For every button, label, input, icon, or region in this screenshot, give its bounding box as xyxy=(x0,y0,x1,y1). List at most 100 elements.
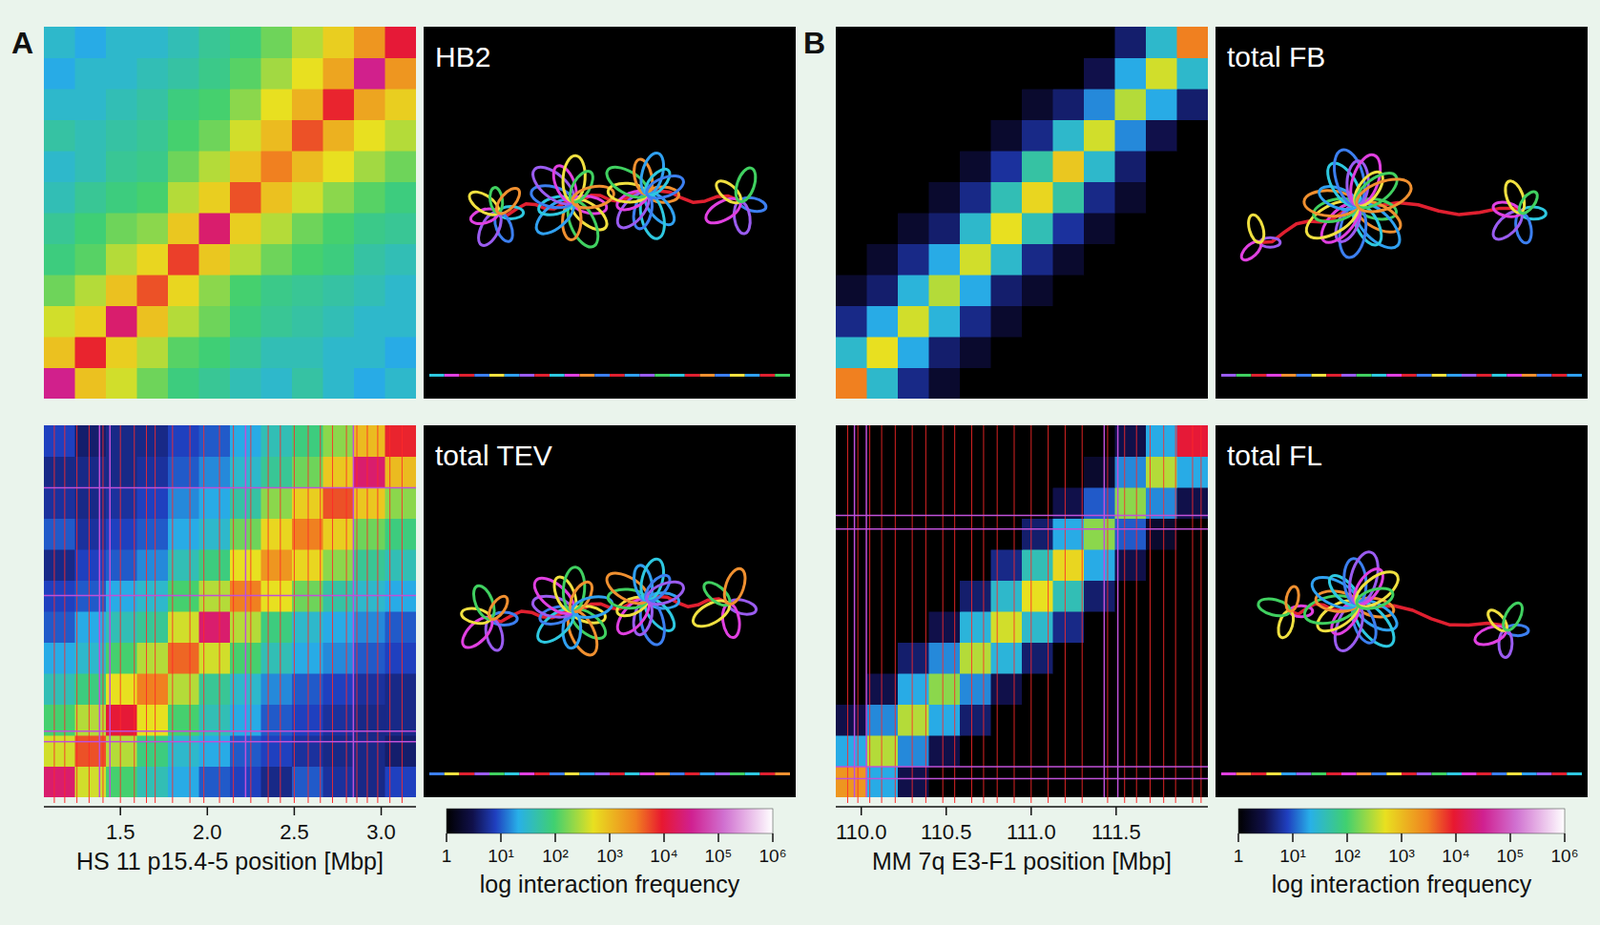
cell xyxy=(929,425,961,458)
domain-stripe xyxy=(624,374,641,377)
cell xyxy=(167,26,200,59)
cell xyxy=(1177,120,1209,152)
cell xyxy=(137,549,169,582)
cell xyxy=(1115,306,1147,338)
cell xyxy=(835,88,868,121)
domain-stripe xyxy=(1236,772,1252,776)
cell xyxy=(75,306,107,338)
rendering xyxy=(429,150,790,377)
cell xyxy=(137,182,169,214)
cell xyxy=(897,519,930,551)
cell xyxy=(291,519,324,551)
colorbar-tick xyxy=(1400,833,1403,843)
cell xyxy=(1021,212,1054,245)
cell xyxy=(261,767,293,799)
boundary-tick xyxy=(982,797,984,804)
cell xyxy=(1083,150,1116,183)
cell xyxy=(323,182,355,214)
x-tick-label: 3.0 xyxy=(366,820,396,845)
boundary-tick xyxy=(925,797,927,804)
cell xyxy=(353,274,386,307)
boundary-tick xyxy=(847,797,849,804)
cell xyxy=(385,212,417,245)
cell xyxy=(897,274,930,307)
cell xyxy=(1083,182,1116,214)
x-tick xyxy=(293,807,296,816)
cell xyxy=(75,336,107,369)
domain-stripe xyxy=(729,374,746,377)
cell xyxy=(1115,120,1147,152)
cell xyxy=(897,735,930,768)
domain-stripe xyxy=(549,772,565,776)
cell xyxy=(867,212,899,245)
domain-stripe xyxy=(745,374,761,377)
domain-stripe xyxy=(609,374,625,377)
cell xyxy=(75,26,107,59)
cell xyxy=(929,705,961,737)
cell xyxy=(1053,368,1085,400)
cell xyxy=(1177,306,1209,338)
domain-stripe xyxy=(1566,772,1582,776)
cell xyxy=(137,212,169,245)
boundary-tick xyxy=(279,797,281,804)
chromatin-loop xyxy=(1499,600,1527,634)
matrix-background xyxy=(43,425,416,798)
highlight-line xyxy=(43,741,416,744)
domain-stripe xyxy=(1326,374,1342,377)
cell xyxy=(835,673,868,706)
x-tick-label: 110.5 xyxy=(920,820,972,845)
domain-stripe xyxy=(729,772,746,776)
cell xyxy=(261,457,293,489)
boundary-line xyxy=(847,425,849,798)
cell xyxy=(867,549,899,582)
cell xyxy=(261,306,293,338)
chromatin-loop xyxy=(485,593,512,624)
domain-stripe xyxy=(1401,374,1417,377)
boundary-tick xyxy=(366,797,368,804)
domain-stripe xyxy=(700,374,716,377)
cell xyxy=(43,457,76,489)
boundary-tick xyxy=(1163,797,1164,804)
cell xyxy=(261,274,293,307)
x-tick xyxy=(207,807,209,816)
cell xyxy=(105,182,138,214)
boundary-line xyxy=(1106,425,1108,798)
cell xyxy=(1083,581,1116,613)
cell xyxy=(385,182,417,214)
cell xyxy=(991,368,1023,400)
cell xyxy=(867,767,899,799)
cell xyxy=(991,244,1023,276)
cell xyxy=(261,368,293,400)
domain-stripe xyxy=(444,772,460,776)
x-axis-title: MM 7q E3-F1 position [Mbp] xyxy=(872,848,1172,875)
cell xyxy=(897,306,930,338)
cell xyxy=(229,150,262,183)
rendering-background xyxy=(1215,425,1588,798)
cell xyxy=(75,182,107,214)
boundary-tick xyxy=(293,797,295,804)
cell xyxy=(167,58,200,90)
domain-stripe xyxy=(1432,374,1448,377)
cell xyxy=(897,150,930,183)
cell xyxy=(991,487,1023,520)
boundary-tick xyxy=(346,797,348,804)
matrix xyxy=(43,425,416,798)
cell xyxy=(1053,306,1085,338)
cell xyxy=(261,182,293,214)
cell xyxy=(1115,735,1147,768)
x-tick-label: 2.0 xyxy=(192,820,223,845)
boundary-line xyxy=(982,425,984,798)
colorbar-title: log interaction frequency xyxy=(479,871,741,898)
domain-stripe xyxy=(429,374,445,377)
colorbar-tick xyxy=(1509,833,1512,843)
highlight-line xyxy=(835,515,1208,518)
cell xyxy=(75,519,107,551)
cell xyxy=(897,549,930,582)
cell xyxy=(1053,581,1085,613)
cell xyxy=(1021,306,1054,338)
cell xyxy=(353,673,386,706)
cell xyxy=(1053,519,1085,551)
cell xyxy=(229,26,262,59)
rendering-title: total FL xyxy=(1226,439,1323,472)
x-tick xyxy=(119,807,122,816)
